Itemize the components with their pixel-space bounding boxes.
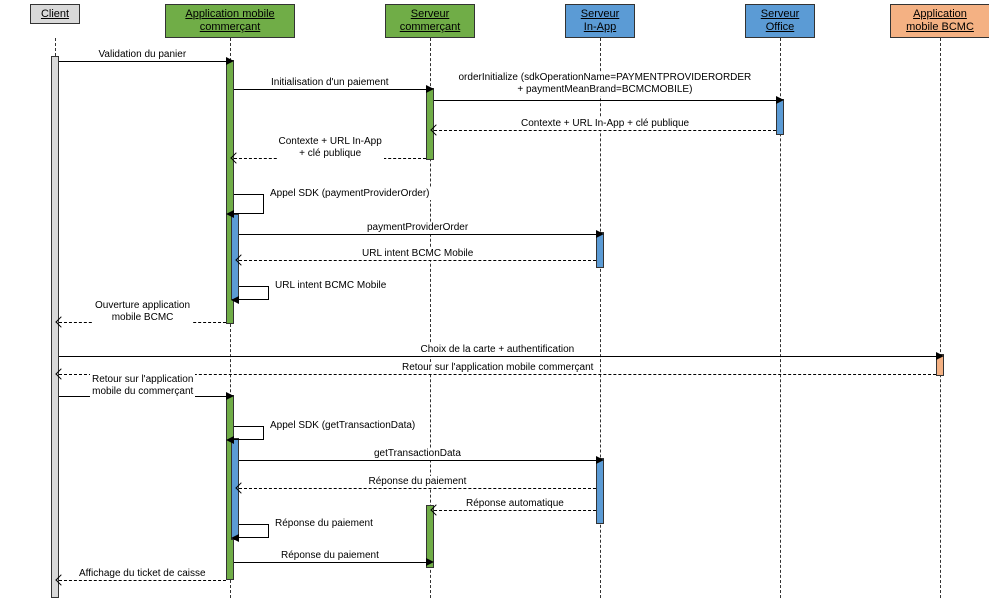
message-1	[234, 89, 426, 90]
message-15	[239, 488, 596, 489]
message-label-0: Validation du panier	[97, 49, 189, 61]
message-label-11: Retour sur l'application mobile commerça…	[400, 362, 595, 374]
message-label-9: Ouverture applicationmobile BCMC	[93, 300, 192, 324]
message-label-17: Réponse du paiement	[273, 518, 375, 530]
lifeline-bcmc	[940, 38, 941, 598]
message-label-2: orderInitialize (sdkOperationName=PAYMEN…	[457, 72, 754, 96]
self-message-13	[234, 426, 264, 440]
message-7	[239, 260, 596, 261]
participant-app: Application mobilecommerçant	[165, 4, 295, 38]
self-message-5	[234, 194, 264, 214]
message-0	[59, 61, 226, 62]
participant-office: ServeurOffice	[745, 4, 815, 38]
self-message-17	[239, 524, 269, 538]
message-3	[434, 130, 776, 131]
message-18	[234, 562, 426, 563]
message-label-15: Réponse du paiement	[367, 476, 469, 488]
message-16	[434, 510, 596, 511]
message-label-10: Choix de la carte + authentification	[419, 344, 577, 356]
sequence-diagram: Client Application mobilecommerçant Serveu…	[0, 0, 989, 604]
participant-bcmc: Applicationmobile BCMC	[890, 4, 989, 38]
message-label-8: URL intent BCMC Mobile	[273, 280, 388, 292]
message-label-13: Appel SDK (getTransactionData)	[268, 420, 417, 432]
participant-inapp: ServeurIn-App	[565, 4, 635, 38]
message-2	[434, 100, 776, 101]
activation-client-0	[51, 56, 59, 598]
message-label-14: getTransactionData	[372, 448, 463, 460]
message-label-18: Réponse du paiement	[279, 550, 381, 562]
self-message-8	[239, 286, 269, 300]
message-label-16: Réponse automatique	[464, 498, 566, 510]
message-label-4: Contexte + URL In-App+ clé publique	[277, 136, 384, 160]
activation-office-3	[776, 99, 784, 135]
participant-srvm: Serveurcommerçant	[385, 4, 475, 38]
message-label-5: Appel SDK (paymentProviderOrder)	[268, 188, 432, 200]
activation-inapp-9	[596, 458, 604, 524]
participant-client: Client	[30, 4, 80, 24]
message-label-7: URL intent BCMC Mobile	[360, 248, 475, 260]
message-label-3: Contexte + URL In-App + clé publique	[519, 118, 691, 130]
message-label-19: Affichage du ticket de caisse	[77, 568, 208, 580]
message-label-12: Retour sur l'applicationmobile du commer…	[90, 374, 195, 398]
message-19	[59, 580, 226, 581]
message-label-1: Initialisation d'un paiement	[269, 77, 391, 89]
activation-srvm-2	[426, 88, 434, 160]
message-14	[239, 460, 596, 461]
message-10	[59, 356, 936, 357]
message-label-6: paymentProviderOrder	[365, 222, 470, 234]
message-6	[239, 234, 596, 235]
